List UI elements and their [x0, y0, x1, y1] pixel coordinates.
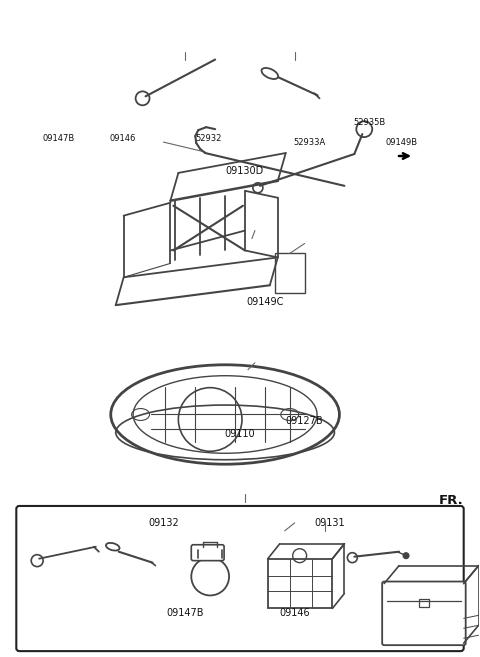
Text: 09110: 09110 [225, 430, 255, 440]
Text: 09132: 09132 [148, 518, 179, 528]
Bar [268, 558, 333, 608]
Bar [419, 599, 429, 607]
Text: 09146: 09146 [109, 133, 136, 143]
Text: 09127B: 09127B [286, 417, 324, 426]
Text: FR.: FR. [439, 495, 464, 507]
Text: 09147B: 09147B [43, 133, 75, 143]
Text: 09147B: 09147B [167, 608, 204, 618]
FancyBboxPatch shape [382, 581, 466, 645]
Text: 09130D: 09130D [226, 166, 264, 176]
Text: 52932: 52932 [195, 133, 221, 143]
Text: 09149B: 09149B [385, 137, 417, 147]
FancyBboxPatch shape [16, 506, 464, 651]
FancyBboxPatch shape [192, 545, 224, 560]
Text: 09146: 09146 [279, 608, 310, 618]
Text: 52935B: 52935B [353, 118, 385, 127]
Text: 09131: 09131 [314, 518, 345, 528]
Text: 09149C: 09149C [246, 297, 284, 307]
Text: 52933A: 52933A [293, 137, 326, 147]
Circle shape [403, 553, 409, 558]
Bar [275, 254, 305, 293]
